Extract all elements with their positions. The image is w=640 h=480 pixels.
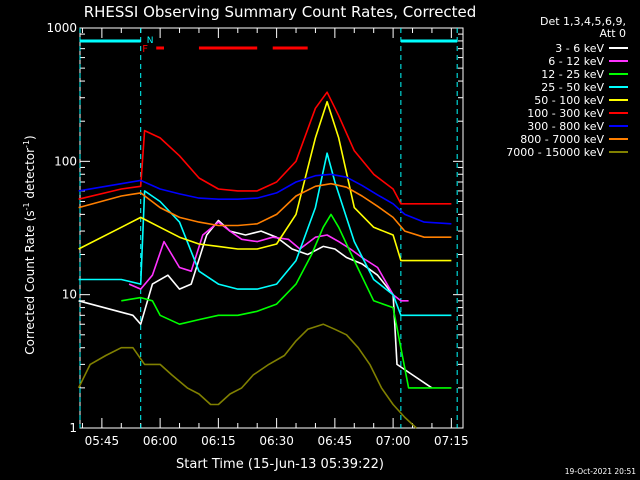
legend-entry: 25 - 50 keV <box>541 81 604 94</box>
x-tick-label: 06:30 <box>259 434 294 448</box>
series-line <box>78 182 452 238</box>
y-tick-label: 1000 <box>46 21 77 35</box>
x-tick-label: 05:45 <box>85 434 120 448</box>
legend-entry: 100 - 300 keV <box>527 107 604 120</box>
flare-marker: F <box>142 44 148 55</box>
x-tick-label: 06:15 <box>201 434 236 448</box>
legend-detectors: Det 1,3,4,5,6,9, <box>540 15 626 28</box>
series-line <box>78 152 452 317</box>
legend-entry: 50 - 100 keV <box>534 94 604 107</box>
x-tick-label: 06:00 <box>143 434 178 448</box>
night-marker: N <box>147 36 154 46</box>
y-axis-label: Corrected Count Rate (s-1 detector-1) <box>22 135 37 354</box>
legend-entry: 300 - 800 keV <box>527 120 604 133</box>
y-tick-label: 1 <box>69 421 77 435</box>
series-line <box>78 219 433 389</box>
series-line <box>78 100 452 262</box>
x-tick-label: 07:15 <box>434 434 469 448</box>
series-line <box>78 91 452 205</box>
series-line <box>128 221 409 302</box>
series-line <box>121 213 452 389</box>
legend-entry: 6 - 12 keV <box>548 55 604 68</box>
legend-entry: 12 - 25 keV <box>541 68 604 81</box>
series-line <box>77 323 417 429</box>
timestamp: 19-Oct-2021 20:51 <box>565 467 636 476</box>
plot-area: 1 10 100 1000 05:45 06:00 06:15 06:30 06:45 07:00… <box>46 21 468 448</box>
x-axis-label: Start Time (15-Jun-13 05:39:22) <box>176 457 384 472</box>
x-tick-label: 06:45 <box>318 434 353 448</box>
legend-entry: 7000 - 15000 keV <box>506 146 604 159</box>
y-tick-label: 10 <box>62 288 77 302</box>
legend-entry: 3 - 6 keV <box>555 42 604 55</box>
x-tick-label: 07:00 <box>376 434 411 448</box>
y-tick-label: 100 <box>54 154 77 168</box>
legend-attenuator: Att 0 <box>600 27 626 40</box>
chart-title: RHESSI Observing Summary Count Rates, Co… <box>84 3 477 21</box>
legend-entry: 800 - 7000 keV <box>520 133 604 146</box>
series-line <box>78 173 452 225</box>
